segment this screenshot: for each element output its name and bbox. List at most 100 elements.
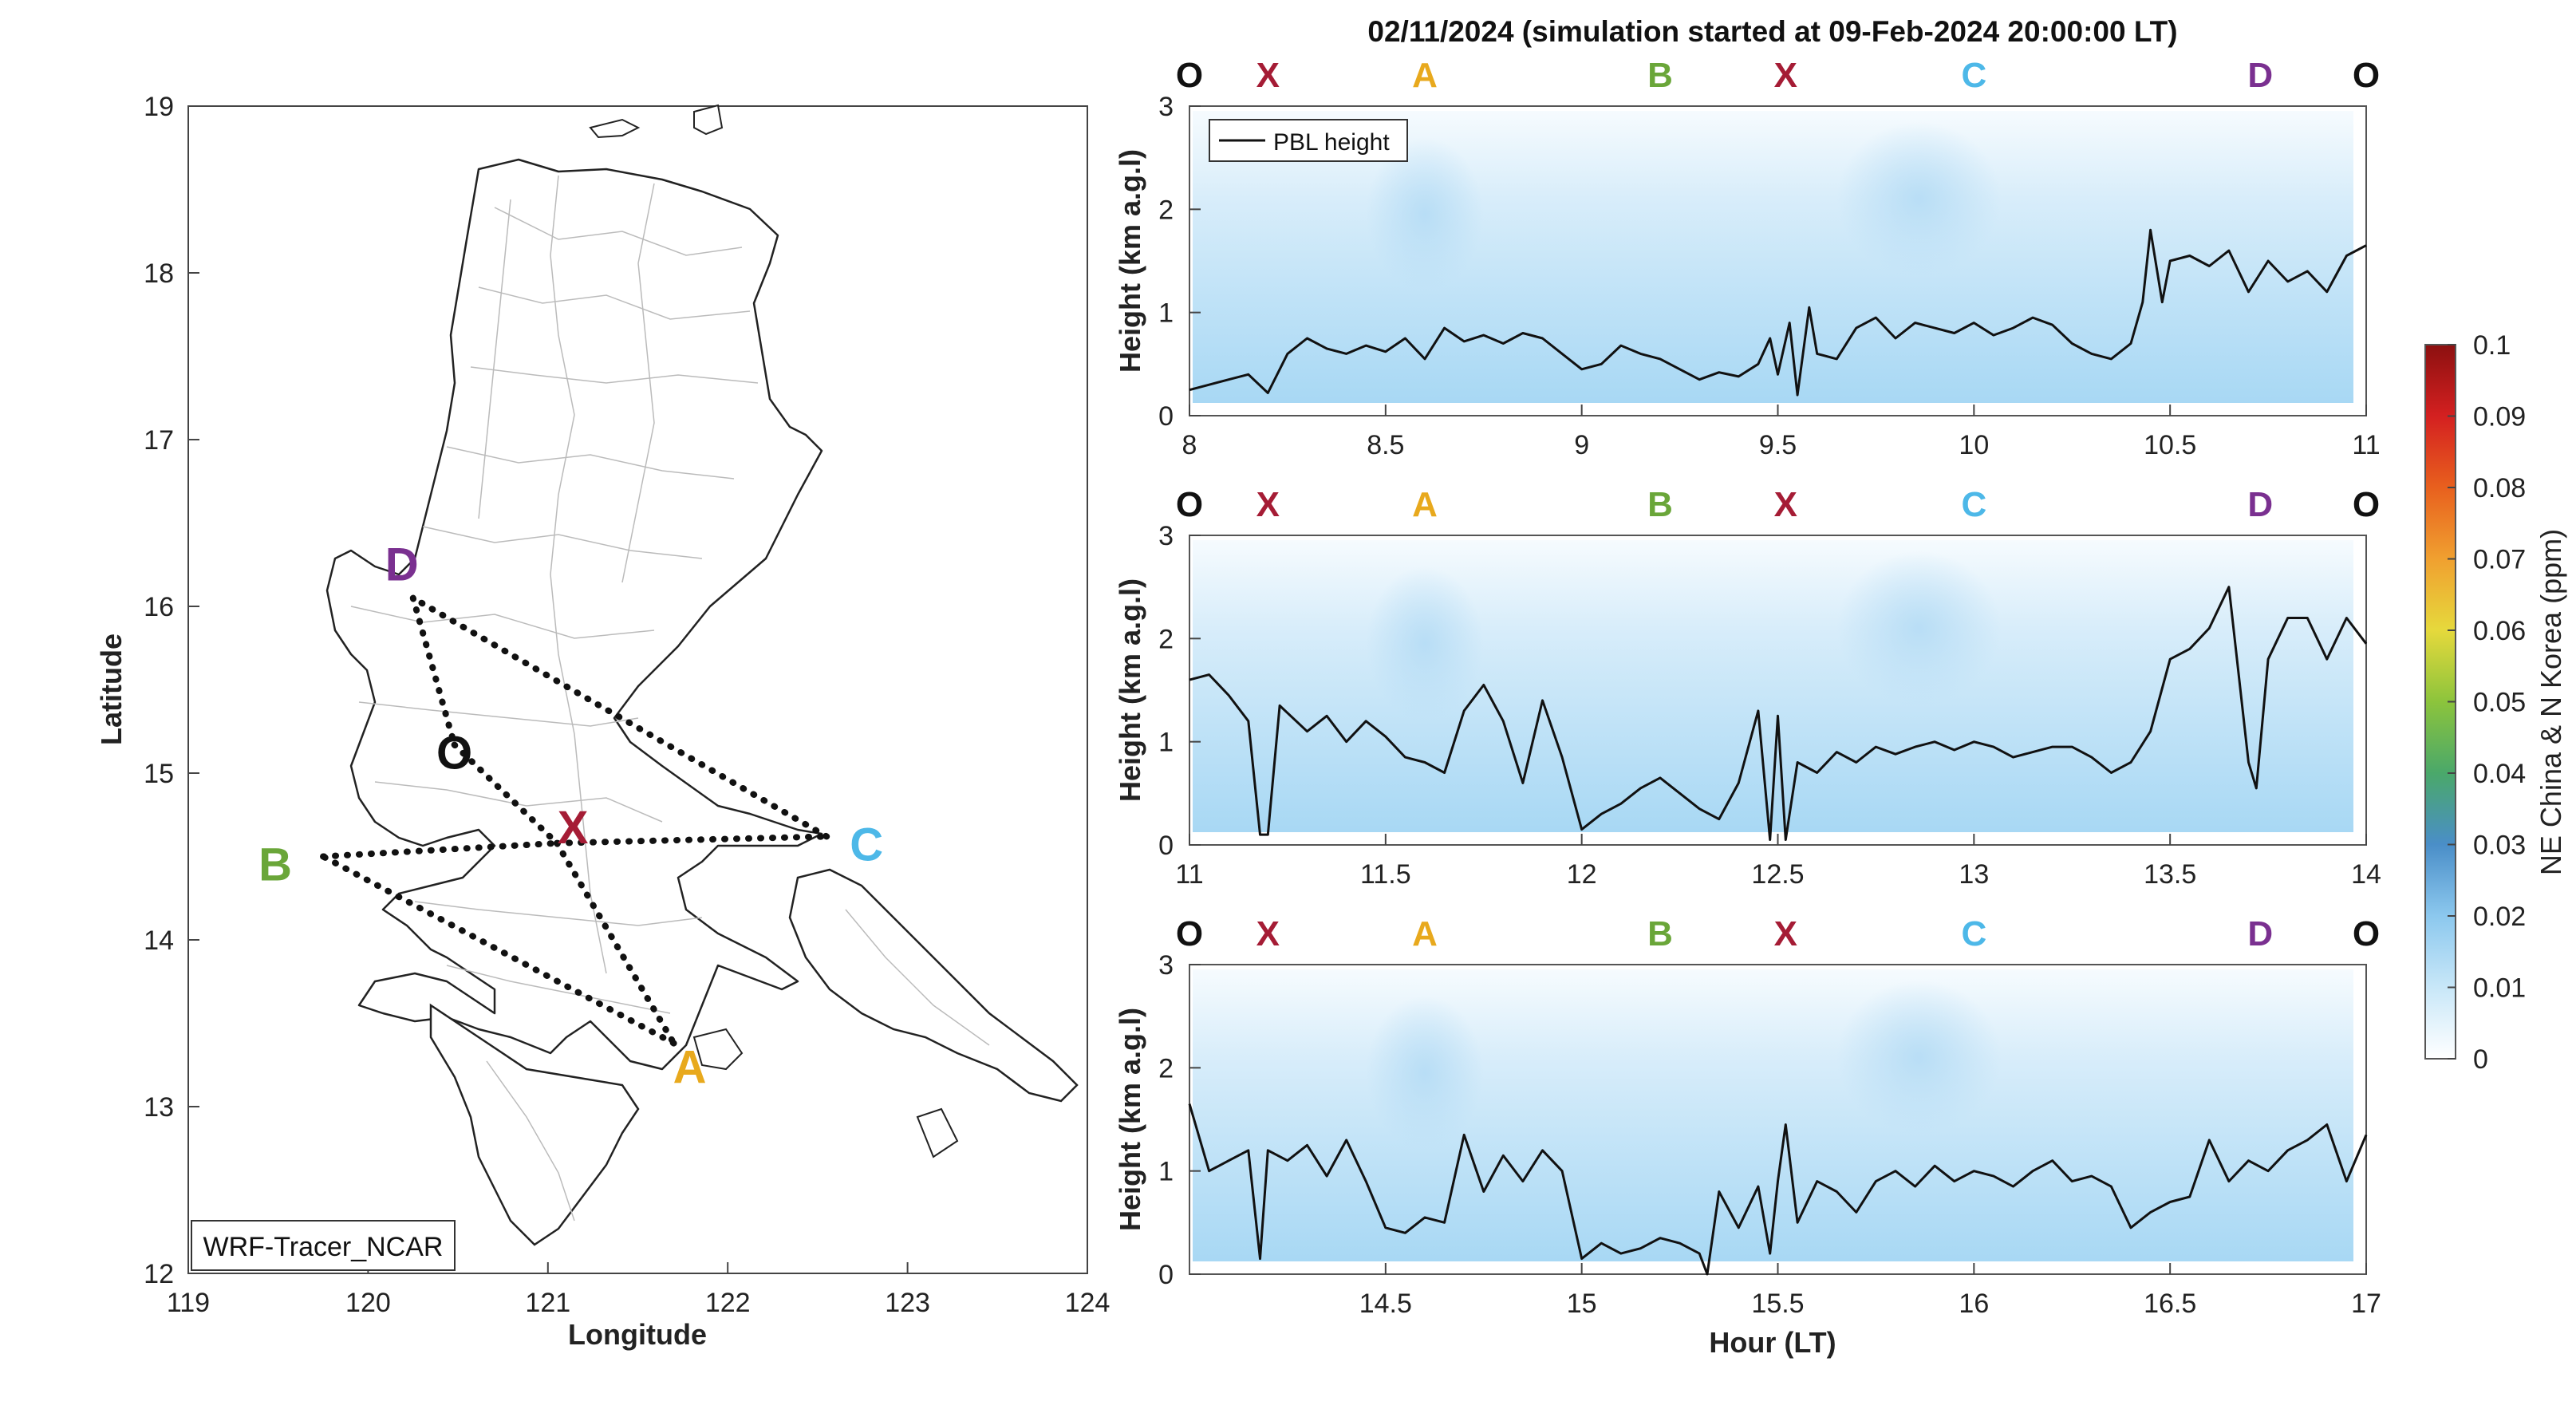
x-tick-label: 9.5 xyxy=(1759,430,1797,460)
route-segment-D-O xyxy=(409,594,458,748)
y-tick-label: 1 xyxy=(1158,298,1174,329)
route-label-X: X xyxy=(1256,485,1280,524)
x-tick-label: 11 xyxy=(1175,859,1203,890)
y-tick-label: 1 xyxy=(1158,1157,1174,1187)
pbl-height-line xyxy=(1189,586,2368,841)
colorbar-tick-label: 0.01 xyxy=(2473,973,2526,1004)
x-tick-label: 11 xyxy=(2352,430,2380,460)
x-tick-label: 9 xyxy=(1574,430,1589,460)
tracer-plume xyxy=(1836,980,2002,1135)
map-point-X: X xyxy=(558,802,589,854)
route-label-X: X xyxy=(1256,56,1280,95)
x-tick-label: 13.5 xyxy=(2144,859,2196,890)
colorbar-tick-label: 0.1 xyxy=(2473,330,2511,361)
route-label-D: D xyxy=(2247,56,2273,95)
route-label-O: O xyxy=(2353,914,2380,953)
route-label-C: C xyxy=(1961,485,1986,524)
route-segment-X-C xyxy=(554,833,830,847)
map-point-O: O xyxy=(436,727,472,779)
route-label-O: O xyxy=(2353,485,2380,524)
map-panel: D O X C B A 119 120 121 122 123 124 12 13 14 15 16 17 18… xyxy=(95,92,1110,1351)
colorbar-tick-label: 0 xyxy=(2473,1044,2488,1075)
model-label-box: WRF-Tracer_NCAR xyxy=(191,1220,456,1271)
colorbar-tick-label: 0.02 xyxy=(2473,902,2526,932)
y-tick-label: 0 xyxy=(1158,831,1174,861)
map-y-tick-label: 15 xyxy=(144,759,174,789)
map-x-tick-label: 121 xyxy=(525,1288,570,1318)
route-segment-B-X xyxy=(320,839,561,860)
map-y-axis-label: Latitude xyxy=(95,633,128,745)
samar-bicol-shape xyxy=(788,868,1079,1103)
island-small-2 xyxy=(693,104,724,136)
map-y-ticks: 12 13 14 15 16 17 18 19 xyxy=(144,92,199,1289)
map-x-tick-label: 124 xyxy=(1065,1288,1110,1318)
route-label-X: X xyxy=(1256,914,1280,953)
colorbar-tick-label: 0.07 xyxy=(2473,545,2526,575)
map-point-A: A xyxy=(673,1042,707,1094)
tracer-plume xyxy=(1836,121,2002,277)
map-x-ticks: 119 120 121 122 123 124 xyxy=(167,1262,1110,1318)
tracer-plume xyxy=(1366,136,1484,292)
timeseries-panel-3: 14.5 15 15.5 16 16.5 17 0 1 2 3 Height (km a.g.l) O… xyxy=(1114,914,2381,1319)
map-point-B: B xyxy=(258,839,292,891)
x-tick-label: 10 xyxy=(1959,430,1989,460)
map-x-tick-label: 119 xyxy=(167,1288,210,1318)
route-segment-C-D xyxy=(409,594,830,840)
colorbar: 0 0.01 0.02 0.03 0.04 0.05 0.06 0.07 0.08 0.09 0.1… xyxy=(2424,330,2567,1075)
tracer-plume xyxy=(1836,551,2002,706)
hour-axis-label: Hour (LT) xyxy=(1709,1326,1836,1359)
pbl-legend: PBL height xyxy=(1209,119,1408,162)
x-tick-label: 12.5 xyxy=(1751,859,1804,890)
colorbar-tick-label: 0.06 xyxy=(2473,616,2526,646)
y-tick-label: 3 xyxy=(1158,950,1174,981)
tracer-plume xyxy=(1366,995,1484,1151)
route-label-A: A xyxy=(1412,485,1438,524)
map-y-tick-label: 16 xyxy=(144,592,174,622)
y-tick-label: 3 xyxy=(1158,92,1174,122)
map-point-D: D xyxy=(385,539,419,591)
y-tick-label: 2 xyxy=(1158,624,1174,654)
route-label-B: B xyxy=(1647,56,1673,95)
map-x-tick-label: 120 xyxy=(345,1288,391,1318)
colorbar-tick-label: 0.08 xyxy=(2473,473,2526,503)
map-y-tick-label: 14 xyxy=(144,926,174,956)
route-label-O: O xyxy=(2353,56,2380,95)
y-tick-label: 2 xyxy=(1158,1053,1174,1083)
y-tick-label: 3 xyxy=(1158,521,1174,551)
x-tick-label: 14.5 xyxy=(1359,1289,1412,1319)
x-tick-label: 13 xyxy=(1959,859,1989,890)
luzon-landmass xyxy=(325,104,1079,1246)
x-tick-label: 15.5 xyxy=(1751,1289,1804,1319)
mindoro-island-shape xyxy=(429,1003,640,1246)
x-tick-label: 17 xyxy=(2351,1289,2381,1319)
route-label-D: D xyxy=(2247,914,2273,953)
colorbar-tick-label: 0.04 xyxy=(2473,759,2526,789)
map-y-tick-label: 17 xyxy=(144,425,174,456)
map-y-tick-label: 13 xyxy=(144,1092,174,1123)
route-segment-O-X xyxy=(451,741,561,847)
route-segment-X-A xyxy=(554,839,677,1047)
route-label-X: X xyxy=(1774,56,1797,95)
map-y-tick-label: 18 xyxy=(144,259,174,289)
luzon-island-shape xyxy=(325,158,823,1071)
map-point-C: C xyxy=(850,819,883,870)
x-tick-label: 14 xyxy=(2351,859,2381,890)
island-small-3 xyxy=(692,1028,744,1071)
y-tick-label: 1 xyxy=(1158,728,1174,758)
admin-boundaries xyxy=(350,175,990,1222)
route-label-X: X xyxy=(1774,485,1797,524)
y-tick-label: 2 xyxy=(1158,195,1174,225)
map-y-tick-label: 12 xyxy=(144,1259,174,1289)
x-tick-label: 16 xyxy=(1959,1289,1989,1319)
x-tick-label: 8.5 xyxy=(1367,430,1404,460)
route-label-C: C xyxy=(1961,914,1986,953)
route-label-O: O xyxy=(1176,914,1203,953)
pbl-height-line xyxy=(1188,1103,2368,1276)
tracer-plume xyxy=(1366,566,1484,721)
island-small-4 xyxy=(916,1107,959,1158)
map-routes xyxy=(320,594,830,1047)
colorbar-ticks: 0 0.01 0.02 0.03 0.04 0.05 0.06 0.07 0.08 0.09 0.1 xyxy=(2448,330,2526,1075)
route-label-A: A xyxy=(1412,914,1438,953)
x-tick-label: 10.5 xyxy=(2144,430,2196,460)
